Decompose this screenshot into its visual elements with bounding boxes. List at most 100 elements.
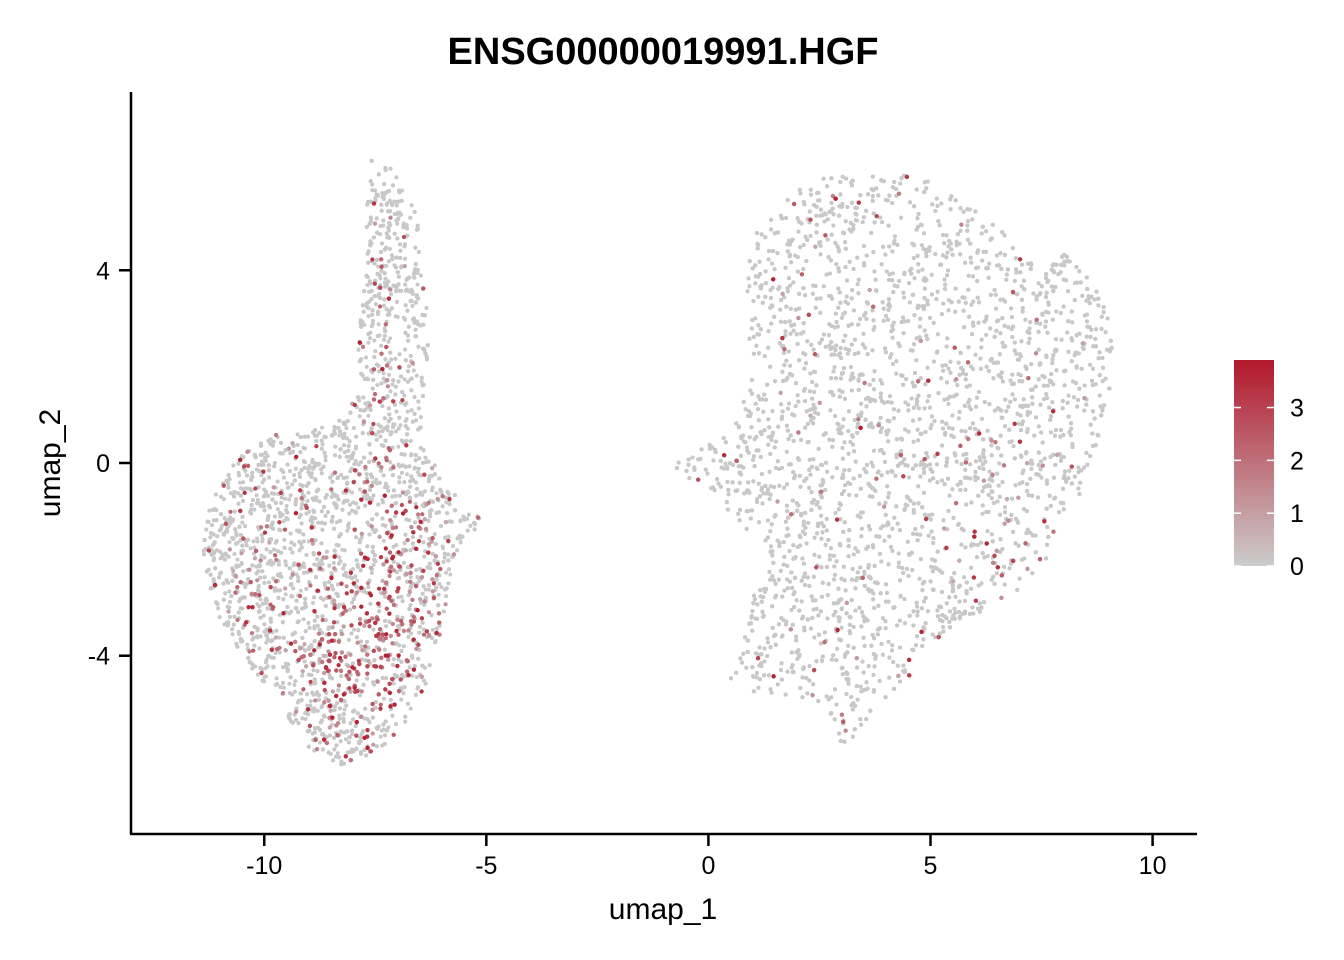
cell-point [287, 497, 292, 502]
cell-point [284, 508, 289, 513]
cell-point [388, 389, 393, 394]
cell-point [424, 460, 429, 465]
cell-point [276, 562, 281, 567]
cell-point [235, 557, 240, 562]
cell-point [213, 492, 218, 497]
cell-point [323, 495, 328, 500]
cell-point [231, 622, 236, 627]
cell-point [258, 597, 263, 602]
cell-point [245, 486, 250, 491]
cell-point [312, 639, 317, 644]
cell-point [201, 548, 206, 553]
cell-point [359, 357, 364, 362]
cell-point [342, 707, 347, 712]
cell-point [399, 697, 404, 702]
cell-point [381, 218, 386, 223]
cell-point [355, 562, 360, 567]
cell-point [421, 678, 426, 683]
cell-point [441, 546, 446, 551]
cell-point [240, 520, 245, 525]
cell-point [433, 542, 438, 546]
cell-point [289, 582, 294, 586]
cell-point [250, 637, 255, 642]
cell-point [322, 505, 326, 509]
cell-point [202, 538, 207, 542]
cell-point [382, 337, 386, 342]
cell-point [294, 598, 299, 603]
cell-point [367, 459, 372, 464]
cell-point [266, 580, 271, 585]
cell-point [338, 447, 343, 452]
cell-point [358, 538, 363, 542]
cell-point [288, 675, 293, 680]
cell-point [307, 645, 312, 650]
cell-point [312, 626, 317, 631]
cell-point [366, 377, 371, 382]
cell-point [414, 493, 419, 498]
cell-point [300, 636, 305, 640]
cell-point [403, 347, 408, 352]
cell-point [291, 449, 295, 454]
cell-point [393, 356, 398, 361]
cell-point [335, 476, 340, 481]
cell-point [236, 491, 240, 496]
cell-point [358, 568, 363, 573]
cell-point [365, 251, 370, 256]
cell-point [367, 221, 372, 226]
cell-point [225, 479, 230, 484]
cell-point [283, 592, 288, 597]
cell-point [415, 486, 420, 491]
cell-point [383, 329, 388, 334]
cell-point [381, 538, 386, 543]
cell-point [330, 676, 334, 681]
cell-point [439, 585, 444, 589]
cell-point [252, 507, 257, 512]
cell-point [231, 463, 236, 468]
cell-point [377, 609, 382, 614]
cell-point [381, 371, 386, 376]
cell-point [414, 418, 418, 423]
cell-point [364, 364, 369, 369]
cell-point [399, 659, 404, 664]
cell-point [339, 472, 344, 477]
cell-point [275, 549, 280, 554]
cell-point [374, 528, 379, 533]
cell-point [332, 425, 337, 429]
cell-point [387, 246, 392, 251]
cell-point [213, 566, 218, 571]
cell-point [472, 520, 477, 525]
cell-point [370, 319, 375, 323]
cell-point [394, 289, 398, 294]
cell-point [417, 630, 422, 635]
cell-point [284, 504, 289, 508]
cell-point [333, 453, 338, 458]
cell-point [211, 542, 216, 547]
cell-point [408, 299, 413, 304]
cell-point [375, 726, 380, 731]
cell-point [297, 475, 302, 479]
cell-point [295, 442, 300, 447]
cell-point [368, 336, 373, 341]
cell-point [338, 559, 343, 564]
cell-point [279, 574, 284, 579]
cell-point [421, 346, 425, 351]
cell-point [281, 635, 286, 640]
cell-point [264, 633, 269, 638]
cell-point [400, 470, 404, 475]
cell-point [310, 690, 315, 695]
cell-point [397, 493, 402, 498]
cell-point [296, 575, 301, 580]
cell-point [365, 544, 370, 549]
cell-point [359, 750, 363, 755]
cell-point [306, 744, 311, 749]
cell-point [342, 548, 347, 553]
cell-point [353, 444, 358, 449]
cell-point [448, 572, 453, 577]
cell-point [410, 535, 415, 540]
cell-point [263, 450, 268, 455]
cell-point [395, 674, 400, 679]
cell-point [391, 283, 396, 288]
cell-point [252, 545, 257, 550]
cell-point [361, 729, 365, 734]
cell-point [230, 632, 235, 637]
